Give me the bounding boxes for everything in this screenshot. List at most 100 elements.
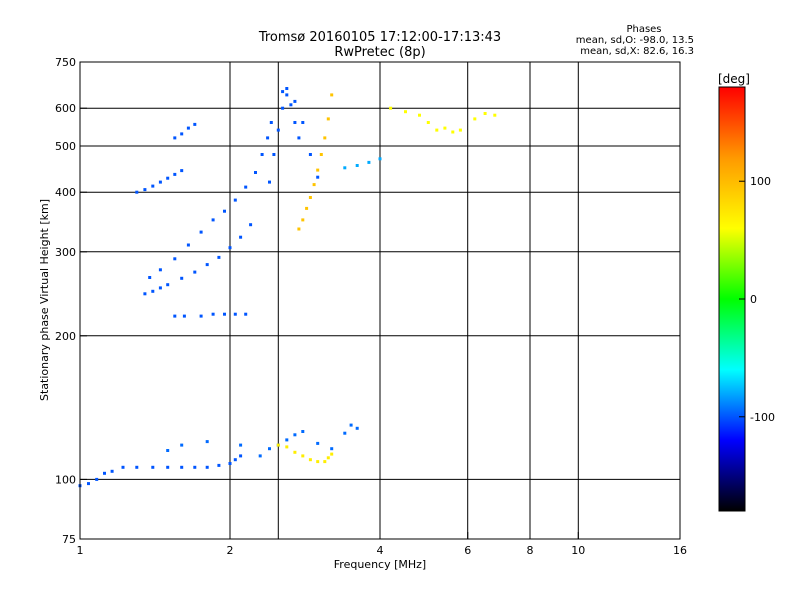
data-point bbox=[180, 169, 184, 173]
data-point bbox=[285, 93, 289, 97]
data-point bbox=[308, 458, 312, 462]
chart-title: Tromsø 20160105 17:12:00-17:13:43 bbox=[258, 30, 501, 45]
data-point bbox=[166, 465, 170, 469]
x-tick-label: 16 bbox=[673, 544, 687, 557]
data-point bbox=[443, 126, 447, 130]
data-point bbox=[121, 465, 125, 469]
trace-spread-left bbox=[135, 169, 184, 194]
y-axis-label: Stationary phase Virtual Height [km] bbox=[38, 199, 51, 401]
grid-lines bbox=[80, 62, 680, 539]
data-point bbox=[483, 112, 487, 115]
data-point bbox=[266, 136, 270, 140]
data-point bbox=[199, 314, 203, 318]
data-point bbox=[135, 465, 139, 469]
data-point bbox=[316, 460, 320, 464]
data-point bbox=[343, 166, 347, 170]
data-point bbox=[349, 423, 353, 427]
data-point bbox=[330, 93, 334, 97]
trace-F2-X bbox=[297, 93, 334, 231]
data-point bbox=[87, 482, 90, 486]
data-point bbox=[319, 153, 323, 156]
data-point bbox=[435, 128, 439, 132]
data-point bbox=[228, 246, 232, 250]
data-point bbox=[316, 441, 320, 445]
trace-mid-cluster bbox=[173, 312, 248, 318]
data-point bbox=[193, 270, 197, 274]
y-tick-label: 300 bbox=[55, 246, 76, 259]
data-point bbox=[316, 175, 320, 179]
data-point bbox=[301, 454, 305, 458]
data-point bbox=[268, 447, 271, 451]
data-point bbox=[367, 160, 371, 164]
colorbar-label: [deg] bbox=[718, 72, 750, 86]
data-point bbox=[239, 235, 243, 239]
y-tick-label: 200 bbox=[55, 330, 76, 343]
trace-F1-upper bbox=[148, 121, 273, 279]
chart-subtitle: RwPretec (8p) bbox=[334, 45, 425, 60]
data-point bbox=[355, 164, 359, 167]
x-tick-label: 6 bbox=[464, 544, 471, 557]
x-tick-label: 1 bbox=[77, 544, 84, 557]
data-point bbox=[312, 183, 316, 187]
data-point bbox=[268, 180, 271, 184]
data-point bbox=[173, 136, 177, 140]
data-point bbox=[223, 312, 226, 316]
colorbar-tick-label: -100 bbox=[750, 411, 775, 424]
data-point bbox=[269, 121, 273, 124]
data-point bbox=[180, 443, 184, 447]
data-point bbox=[143, 188, 147, 192]
data-point bbox=[166, 449, 170, 452]
data-point bbox=[308, 153, 312, 156]
data-point bbox=[493, 113, 497, 117]
data-point bbox=[166, 283, 170, 287]
data-point bbox=[173, 257, 177, 261]
data-point bbox=[223, 209, 226, 213]
data-point bbox=[148, 276, 152, 279]
data-point bbox=[293, 450, 297, 454]
data-point bbox=[293, 121, 297, 124]
data-point bbox=[330, 452, 334, 456]
data-point bbox=[260, 153, 264, 156]
data-point bbox=[326, 456, 330, 460]
data-point bbox=[301, 430, 305, 433]
trace-far-right bbox=[389, 106, 497, 134]
trace-Es-patches bbox=[166, 423, 359, 458]
trace-E-layer bbox=[78, 454, 243, 488]
colorbar-ticks: 100 0 -100 bbox=[739, 175, 775, 424]
data-point bbox=[305, 206, 309, 210]
trace-F1-low bbox=[143, 223, 253, 296]
x-tick-label: 10 bbox=[571, 544, 585, 557]
stats-o-line: mean, sd,O: -98.0, 13.5 bbox=[576, 35, 694, 46]
data-point bbox=[143, 292, 147, 296]
trace-F1-cusp bbox=[268, 93, 301, 184]
data-point bbox=[301, 218, 305, 222]
trace-F2-O bbox=[281, 87, 320, 179]
data-point bbox=[151, 184, 155, 188]
data-point bbox=[173, 314, 177, 318]
data-point bbox=[418, 113, 421, 117]
data-point bbox=[135, 190, 139, 194]
x-axis-ticks: 1 2 4 6 8 10 16 bbox=[77, 532, 687, 557]
data-point bbox=[389, 106, 393, 110]
data-point bbox=[193, 122, 197, 126]
data-point bbox=[158, 180, 162, 184]
trace-mid-low-right bbox=[343, 157, 382, 170]
data-point bbox=[244, 185, 248, 189]
data-point bbox=[404, 110, 407, 114]
x-tick-label: 4 bbox=[377, 544, 384, 557]
y-tick-label: 75 bbox=[62, 533, 76, 546]
data-point bbox=[293, 99, 297, 103]
data-point bbox=[158, 268, 162, 272]
y-tick-label: 600 bbox=[55, 102, 76, 115]
colorbar-tick-label: 100 bbox=[750, 175, 771, 188]
data-point bbox=[272, 153, 276, 156]
data-point bbox=[103, 471, 106, 475]
data-point bbox=[289, 103, 293, 107]
y-tick-label: 500 bbox=[55, 140, 76, 153]
data-point bbox=[239, 454, 243, 458]
data-point bbox=[276, 443, 280, 447]
stats-heading: Phases bbox=[626, 24, 661, 35]
data-point bbox=[180, 276, 184, 280]
data-point bbox=[193, 465, 197, 469]
